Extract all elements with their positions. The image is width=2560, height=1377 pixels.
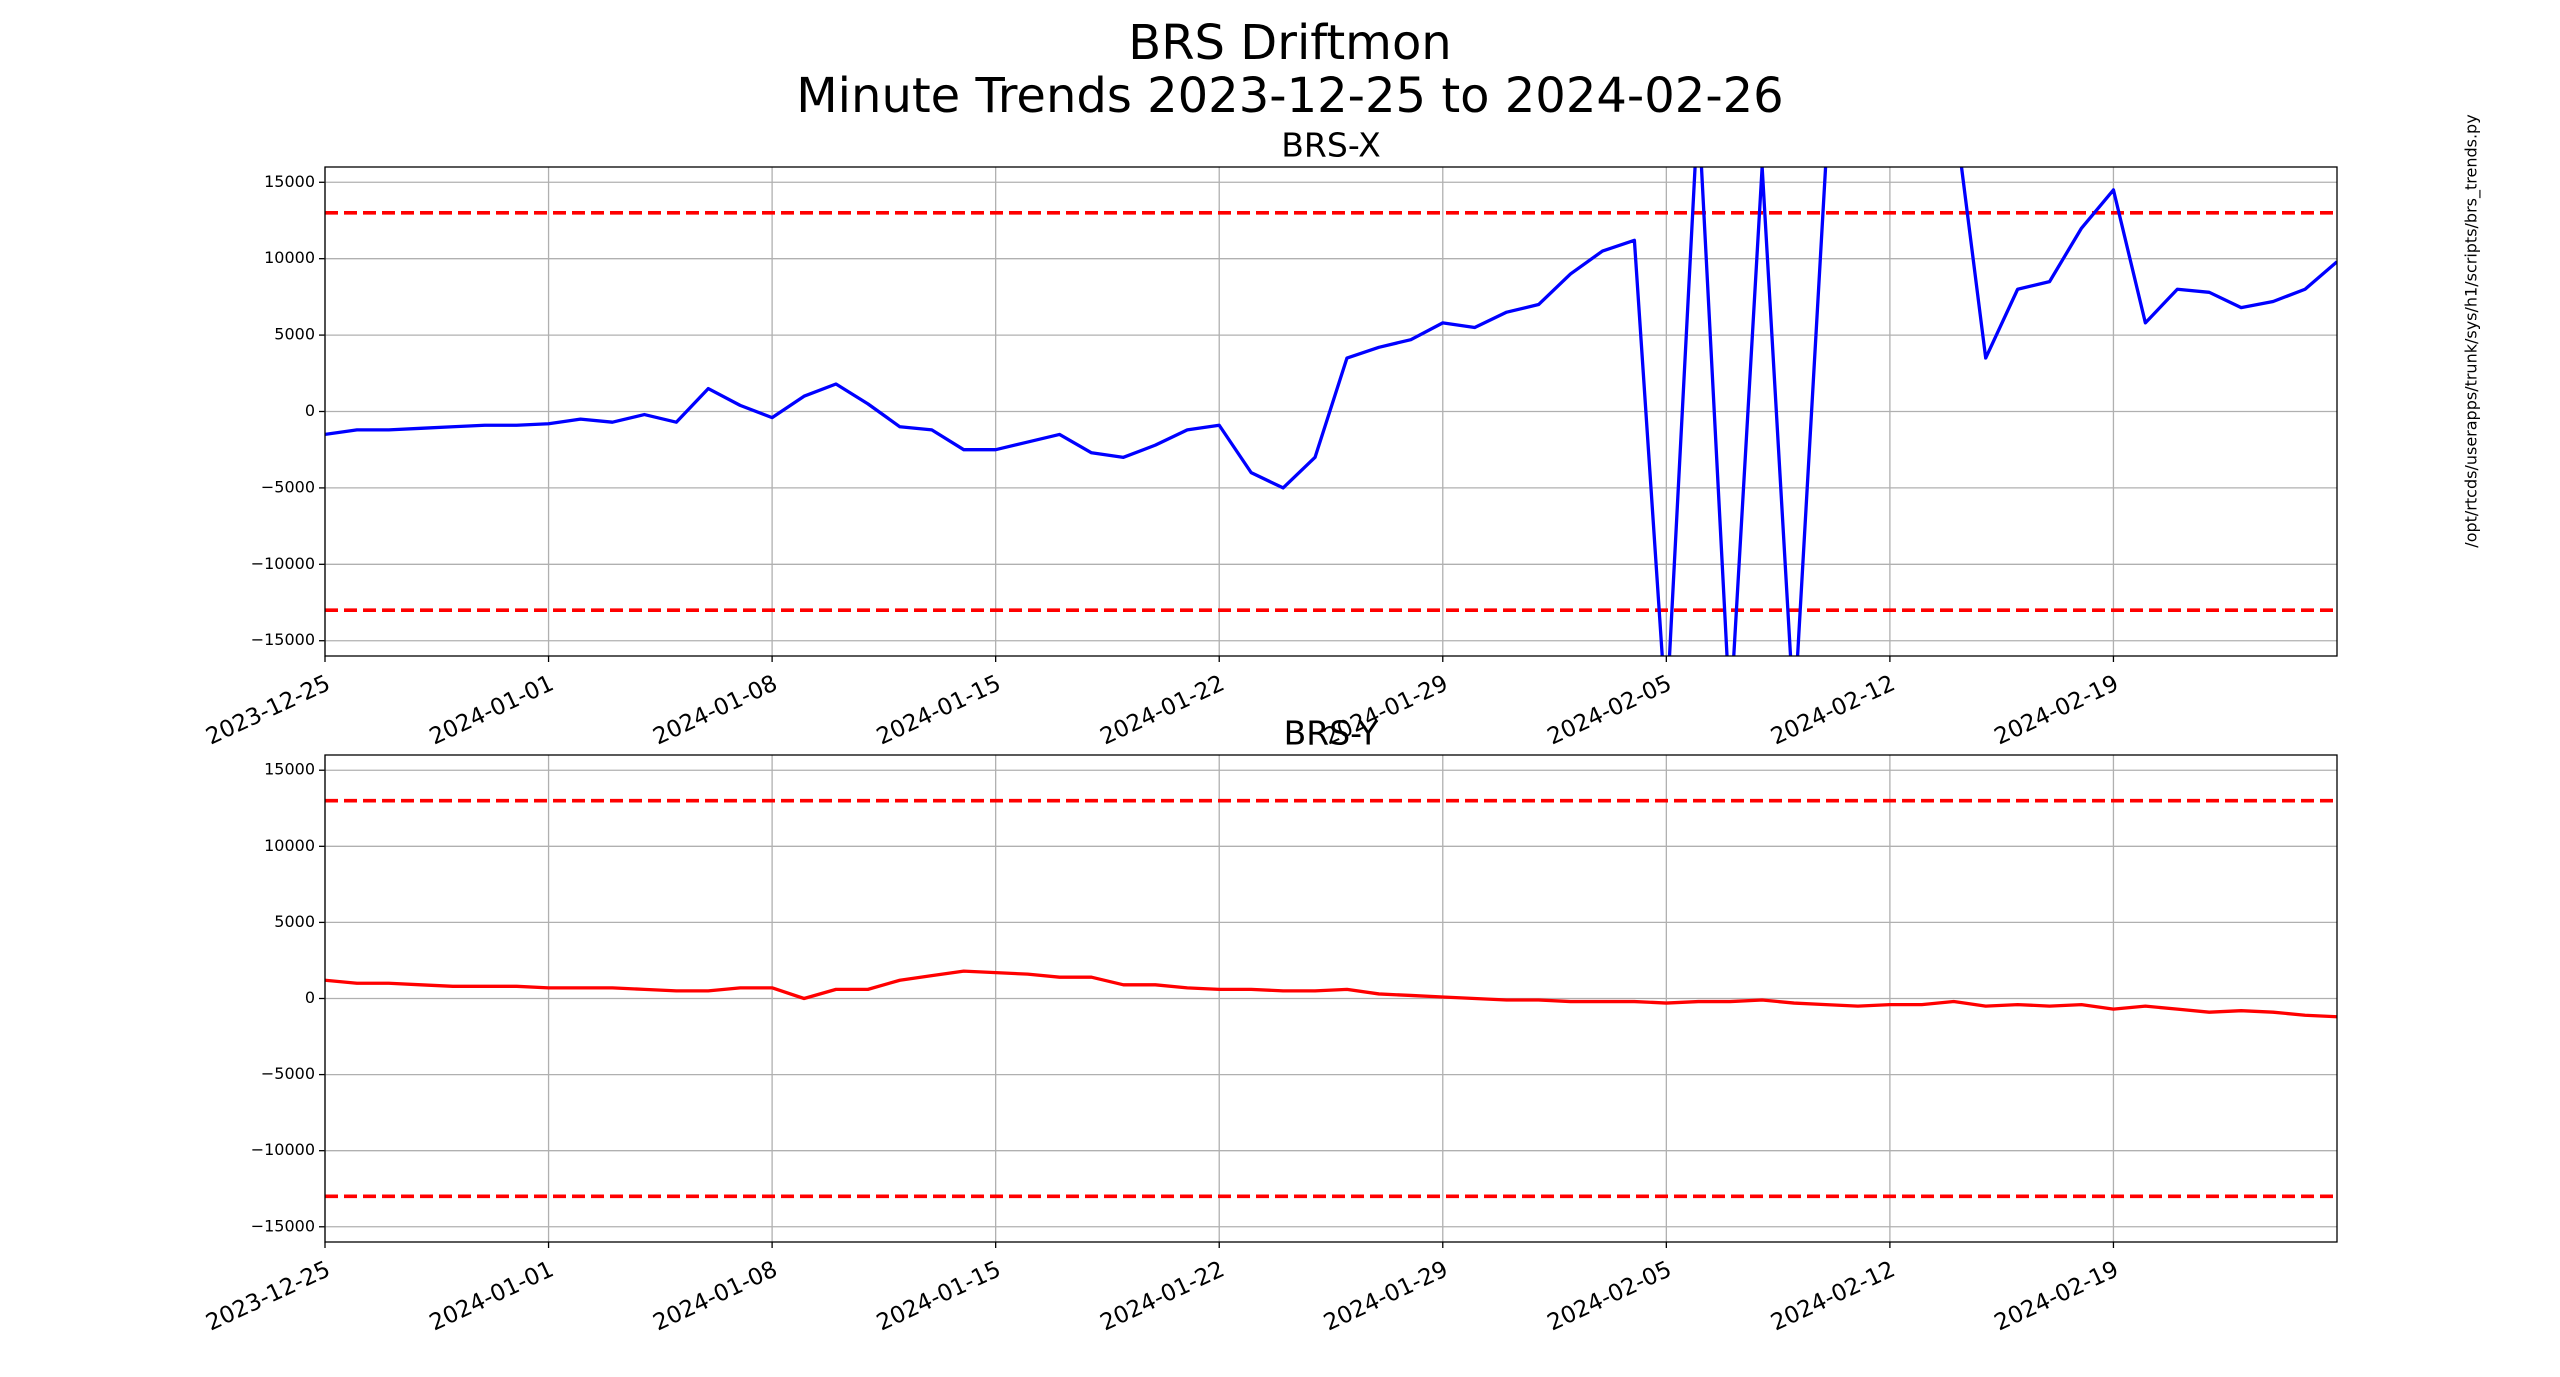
y-tick-label: 0 (305, 401, 315, 420)
y-tick-label: −5000 (261, 477, 315, 496)
figure-title: BRS Driftmon (1128, 15, 1451, 71)
y-tick-label: 5000 (274, 912, 315, 931)
y-tick-label: 0 (305, 988, 315, 1007)
subplot-title: BRS-Y (1284, 714, 1380, 753)
y-tick-label: 15000 (264, 760, 315, 779)
axes-frame (324, 166, 2338, 657)
data-line (325, 969, 2337, 1019)
y-tick-label: −10000 (251, 1140, 315, 1159)
data-line (325, 167, 2337, 656)
plot-area (325, 167, 2337, 656)
y-tick-label: −5000 (261, 1064, 315, 1083)
y-tick-label: −15000 (251, 630, 315, 649)
y-tick-label: 5000 (274, 325, 315, 344)
y-tick-label: −15000 (251, 1216, 315, 1235)
plot-area (325, 798, 2337, 1199)
y-tick-label: −10000 (251, 554, 315, 573)
subplot-title: BRS-X (1281, 126, 1380, 165)
figure-subtitle: Minute Trends 2023-12-25 to 2024-02-26 (796, 68, 1783, 124)
y-tick-label: 15000 (264, 172, 315, 191)
script-path: /opt/rtcds/userapps/trunk/sys/h1/scripts… (2462, 114, 2482, 547)
axes-frame (324, 754, 2338, 1243)
y-tick-label: 10000 (264, 836, 315, 855)
y-tick-label: 10000 (264, 248, 315, 267)
